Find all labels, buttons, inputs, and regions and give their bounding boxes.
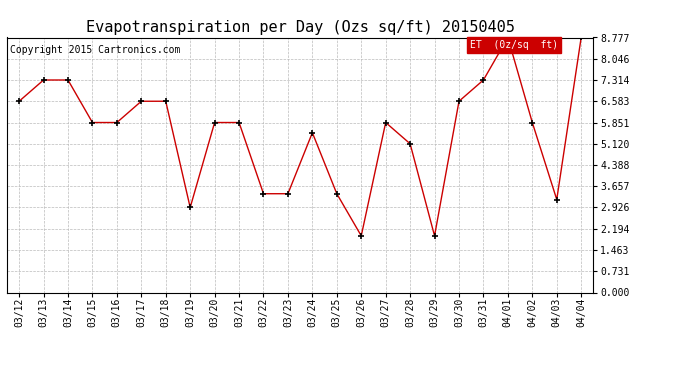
Text: Copyright 2015 Cartronics.com: Copyright 2015 Cartronics.com bbox=[10, 45, 180, 55]
Text: ET  (0z/sq  ft): ET (0z/sq ft) bbox=[471, 40, 558, 50]
Title: Evapotranspiration per Day (Ozs sq/ft) 20150405: Evapotranspiration per Day (Ozs sq/ft) 2… bbox=[86, 20, 515, 35]
